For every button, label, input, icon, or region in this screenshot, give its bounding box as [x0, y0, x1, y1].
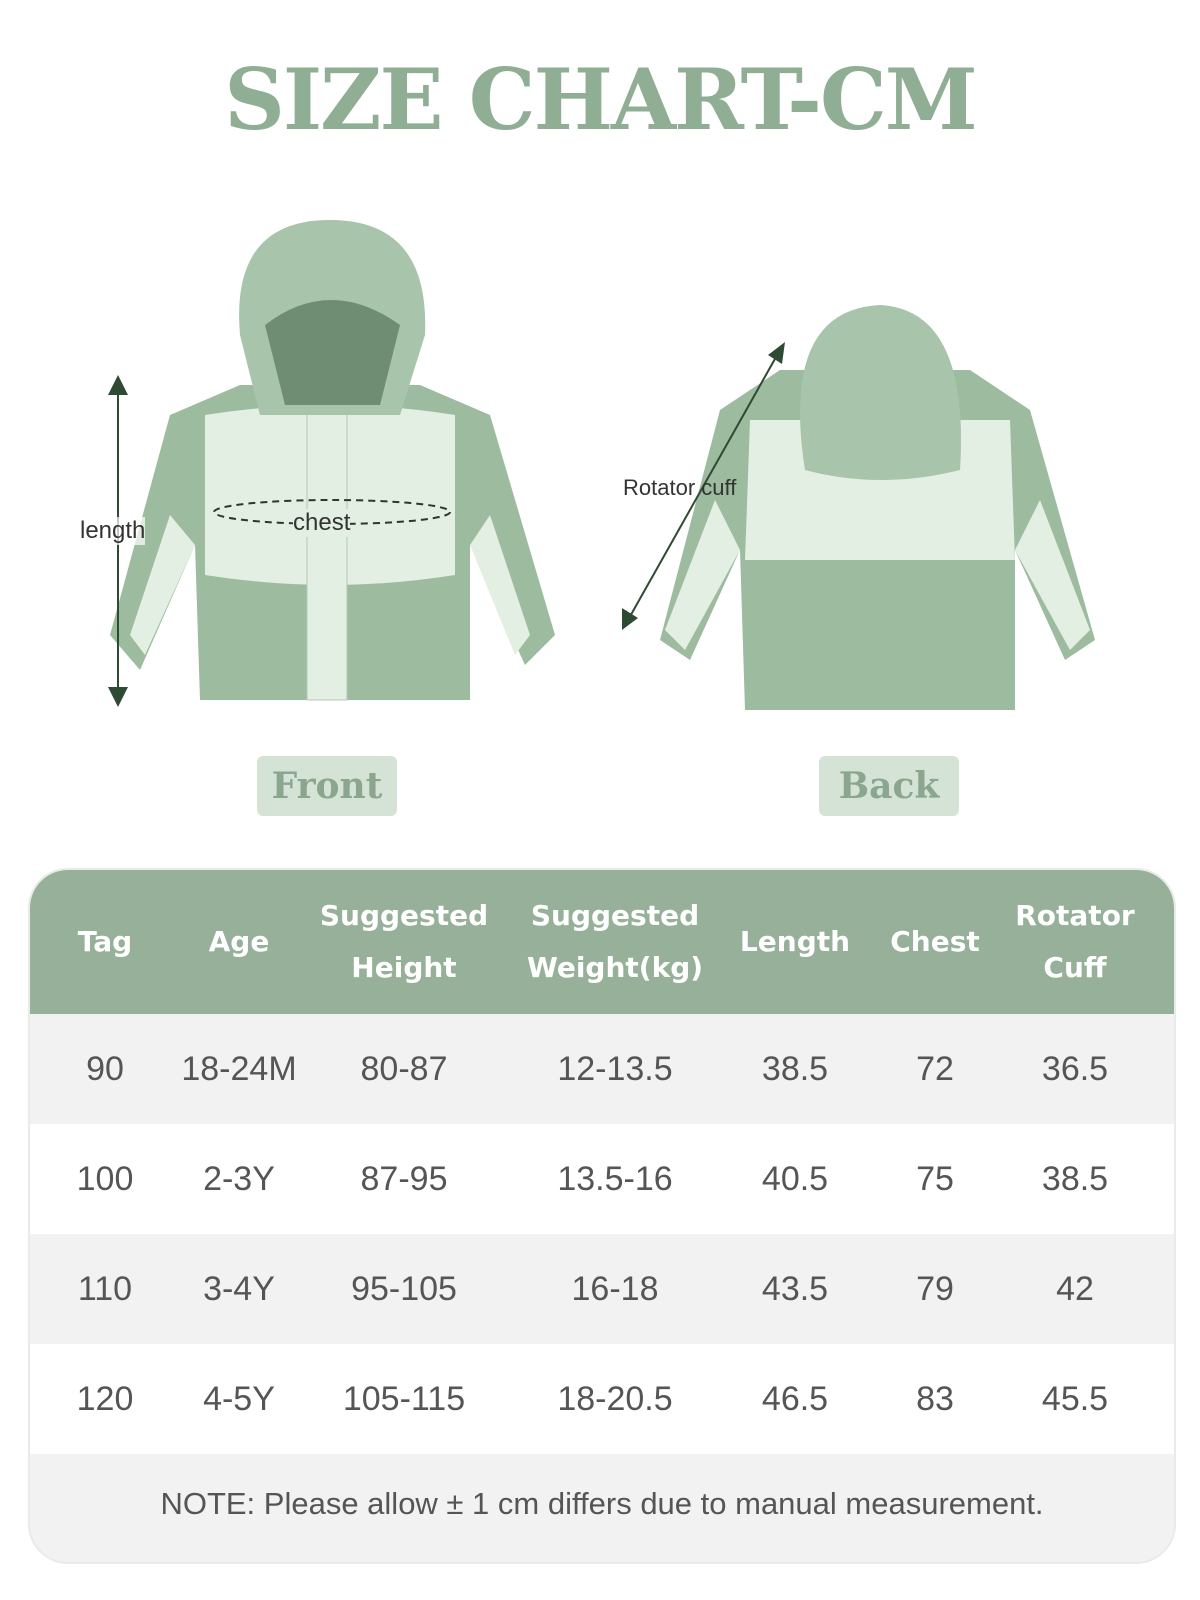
front-label: Front	[257, 756, 397, 816]
page-title: SIZE CHART-CM	[224, 50, 978, 149]
table-cell: 105-115	[342, 1379, 466, 1418]
table-cell: 90	[86, 1049, 124, 1088]
table-cell: 75	[916, 1159, 954, 1198]
table-cell: 36.5	[1041, 1049, 1109, 1088]
header-weight: Suggested Weight(kg)	[526, 899, 704, 984]
table-cell: 18-20.5	[557, 1379, 673, 1418]
header-tag: Tag	[77, 925, 133, 958]
table-cell: 4-5Y	[203, 1379, 275, 1418]
table-cell: 83	[916, 1379, 954, 1418]
table-cell: 13.5-16	[557, 1159, 673, 1198]
table-cell: 2-3Y	[203, 1159, 275, 1198]
table-cell: 87-95	[360, 1159, 448, 1198]
table-row: 100 2-3Y 87-95 13.5-16 40.5 75 38.5	[30, 1124, 1174, 1234]
table-cell: 38.5	[1041, 1159, 1109, 1198]
table-cell: 38.5	[761, 1049, 829, 1088]
measurement-note: NOTE: Please allow ± 1 cm differs due to…	[160, 1486, 1044, 1521]
table-cell: 100	[76, 1159, 134, 1198]
header-cuff: Rotator Cuff	[1015, 899, 1135, 984]
table-cell: 110	[77, 1269, 133, 1308]
table-cell: 43.5	[761, 1269, 829, 1308]
table-cell: 42	[1056, 1269, 1094, 1308]
table-cell: 95-105	[351, 1269, 457, 1308]
table-cell: 12-13.5	[557, 1049, 673, 1088]
table-cell: 3-4Y	[203, 1269, 275, 1308]
table-header: Tag Age Suggested Height Suggested Weight(…	[30, 870, 1174, 1014]
table-cell: 72	[916, 1049, 954, 1088]
header-chest: Chest	[890, 925, 980, 958]
header-height: Suggested Height	[319, 899, 489, 984]
table-cell: 120	[76, 1379, 134, 1418]
size-table: Tag Age Suggested Height Suggested Weight(…	[28, 868, 1176, 1564]
table-cell: 79	[916, 1269, 954, 1308]
table-cell: 18-24M	[181, 1049, 297, 1088]
chest-label: chest	[293, 509, 351, 537]
table-row: 90 18-24M 80-87 12-13.5 38.5 72 36.5	[30, 1014, 1174, 1124]
back-jacket-image	[622, 305, 1095, 710]
table-row: 120 4-5Y 105-115 18-20.5 46.5 83 45.5	[30, 1344, 1174, 1454]
header-age: Age	[208, 925, 270, 958]
table-cell: 16-18	[571, 1269, 659, 1308]
length-label: length	[80, 517, 146, 545]
back-label: Back	[819, 756, 959, 816]
cuff-arrow	[627, 349, 781, 621]
rotator-cuff-label: Rotator cuff	[623, 475, 737, 500]
table-cell: 46.5	[761, 1379, 829, 1418]
header-length: Length	[739, 925, 851, 958]
table-cell: 80-87	[360, 1049, 448, 1088]
chest-measure-line	[213, 499, 451, 525]
table-row: 110 3-4Y 95-105 16-18 43.5 79 42	[30, 1234, 1174, 1344]
table-cell: 40.5	[761, 1159, 829, 1198]
table-cell: 45.5	[1041, 1379, 1109, 1418]
front-jacket-image	[108, 220, 555, 707]
